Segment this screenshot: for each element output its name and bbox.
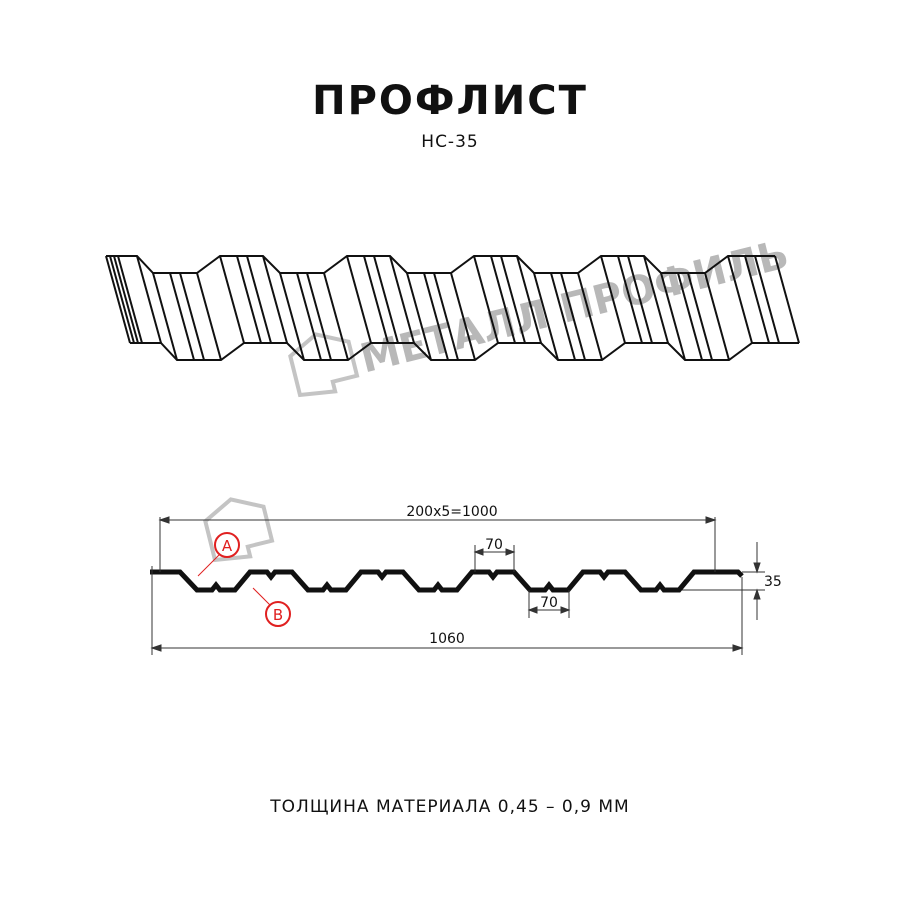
dim-full-width: 1060: [429, 631, 465, 647]
sheet-fold-line: [262, 255, 288, 344]
sheet-perspective-view: [105, 255, 800, 361]
sheet-groove-line: [109, 255, 135, 344]
sheet-groove-line: [627, 255, 653, 344]
sheet-fold-line: [600, 255, 626, 344]
dim-bottom-flat: 70: [540, 595, 558, 611]
profile-code: НС-35: [421, 132, 479, 152]
sheet-fold-line: [136, 255, 162, 344]
sheet-fold-line: [323, 272, 349, 361]
sheet-fold-line: [533, 272, 559, 361]
callout-a: [197, 532, 240, 577]
sheet-groove-line: [246, 255, 272, 344]
sheet-groove-line: [744, 255, 770, 344]
sheet-fold-line: [704, 272, 730, 361]
sheet-fold-line: [219, 255, 245, 344]
sheet-groove-line: [179, 272, 205, 361]
sheet-groove-line: [363, 255, 389, 344]
dim-height: 35: [764, 574, 782, 590]
sheet-groove-line: [687, 272, 713, 361]
sheet-groove-line: [296, 272, 322, 361]
sheet-groove-line: [500, 255, 526, 344]
sheet-groove-line: [169, 272, 195, 361]
sheet-groove-line: [550, 272, 576, 361]
callout-b: [252, 587, 291, 627]
sheet-groove-line: [490, 255, 516, 344]
page-title: ПРОФЛИСТ: [312, 78, 588, 124]
sheet-fold-line: [660, 272, 686, 361]
sheet-groove-line: [560, 272, 586, 361]
sheet-groove-line: [113, 255, 139, 344]
watermark-logo-icon: [203, 497, 275, 563]
sheet-groove-line: [677, 272, 703, 361]
sheet-fold-line: [196, 272, 222, 361]
sheet-fold-line: [643, 255, 669, 344]
sheet-fold-line: [473, 255, 499, 344]
profile-section: [150, 569, 744, 593]
watermark-logo-icon: [288, 332, 360, 398]
sheet-fold-line: [450, 272, 476, 361]
dim-pitch-total: 200x5=1000: [406, 504, 497, 520]
sheet-groove-line: [423, 272, 449, 361]
sheet-fold-line: [152, 272, 178, 361]
sheet-groove-line: [236, 255, 262, 344]
material-thickness-note: ТОЛЩИНА МАТЕРИАЛА 0,45 – 0,9 ММ: [270, 797, 630, 817]
sheet-groove-line: [617, 255, 643, 344]
callout-a-label: A: [222, 537, 233, 555]
sheet-fold-line: [279, 272, 305, 361]
watermark-bottom: [203, 497, 275, 563]
sheet-groove-line: [373, 255, 399, 344]
sheet-fold-line: [389, 255, 415, 344]
sheet-fold-line: [774, 255, 800, 344]
sheet-fold-line: [727, 255, 753, 344]
dim-top-flat: 70: [485, 537, 503, 553]
sheet-groove-line: [433, 272, 459, 361]
sheet-fold-line: [117, 255, 143, 344]
sheet-fold-line: [406, 272, 432, 361]
callout-b-label: B: [273, 606, 283, 624]
sheet-fold-line: [516, 255, 542, 344]
sheet-fold-line: [346, 255, 372, 344]
sheet-groove-line: [754, 255, 780, 344]
sheet-fold-line: [577, 272, 603, 361]
sheet-fold-line: [105, 255, 131, 344]
sheet-groove-line: [306, 272, 332, 361]
dimension-lines: [150, 516, 765, 655]
